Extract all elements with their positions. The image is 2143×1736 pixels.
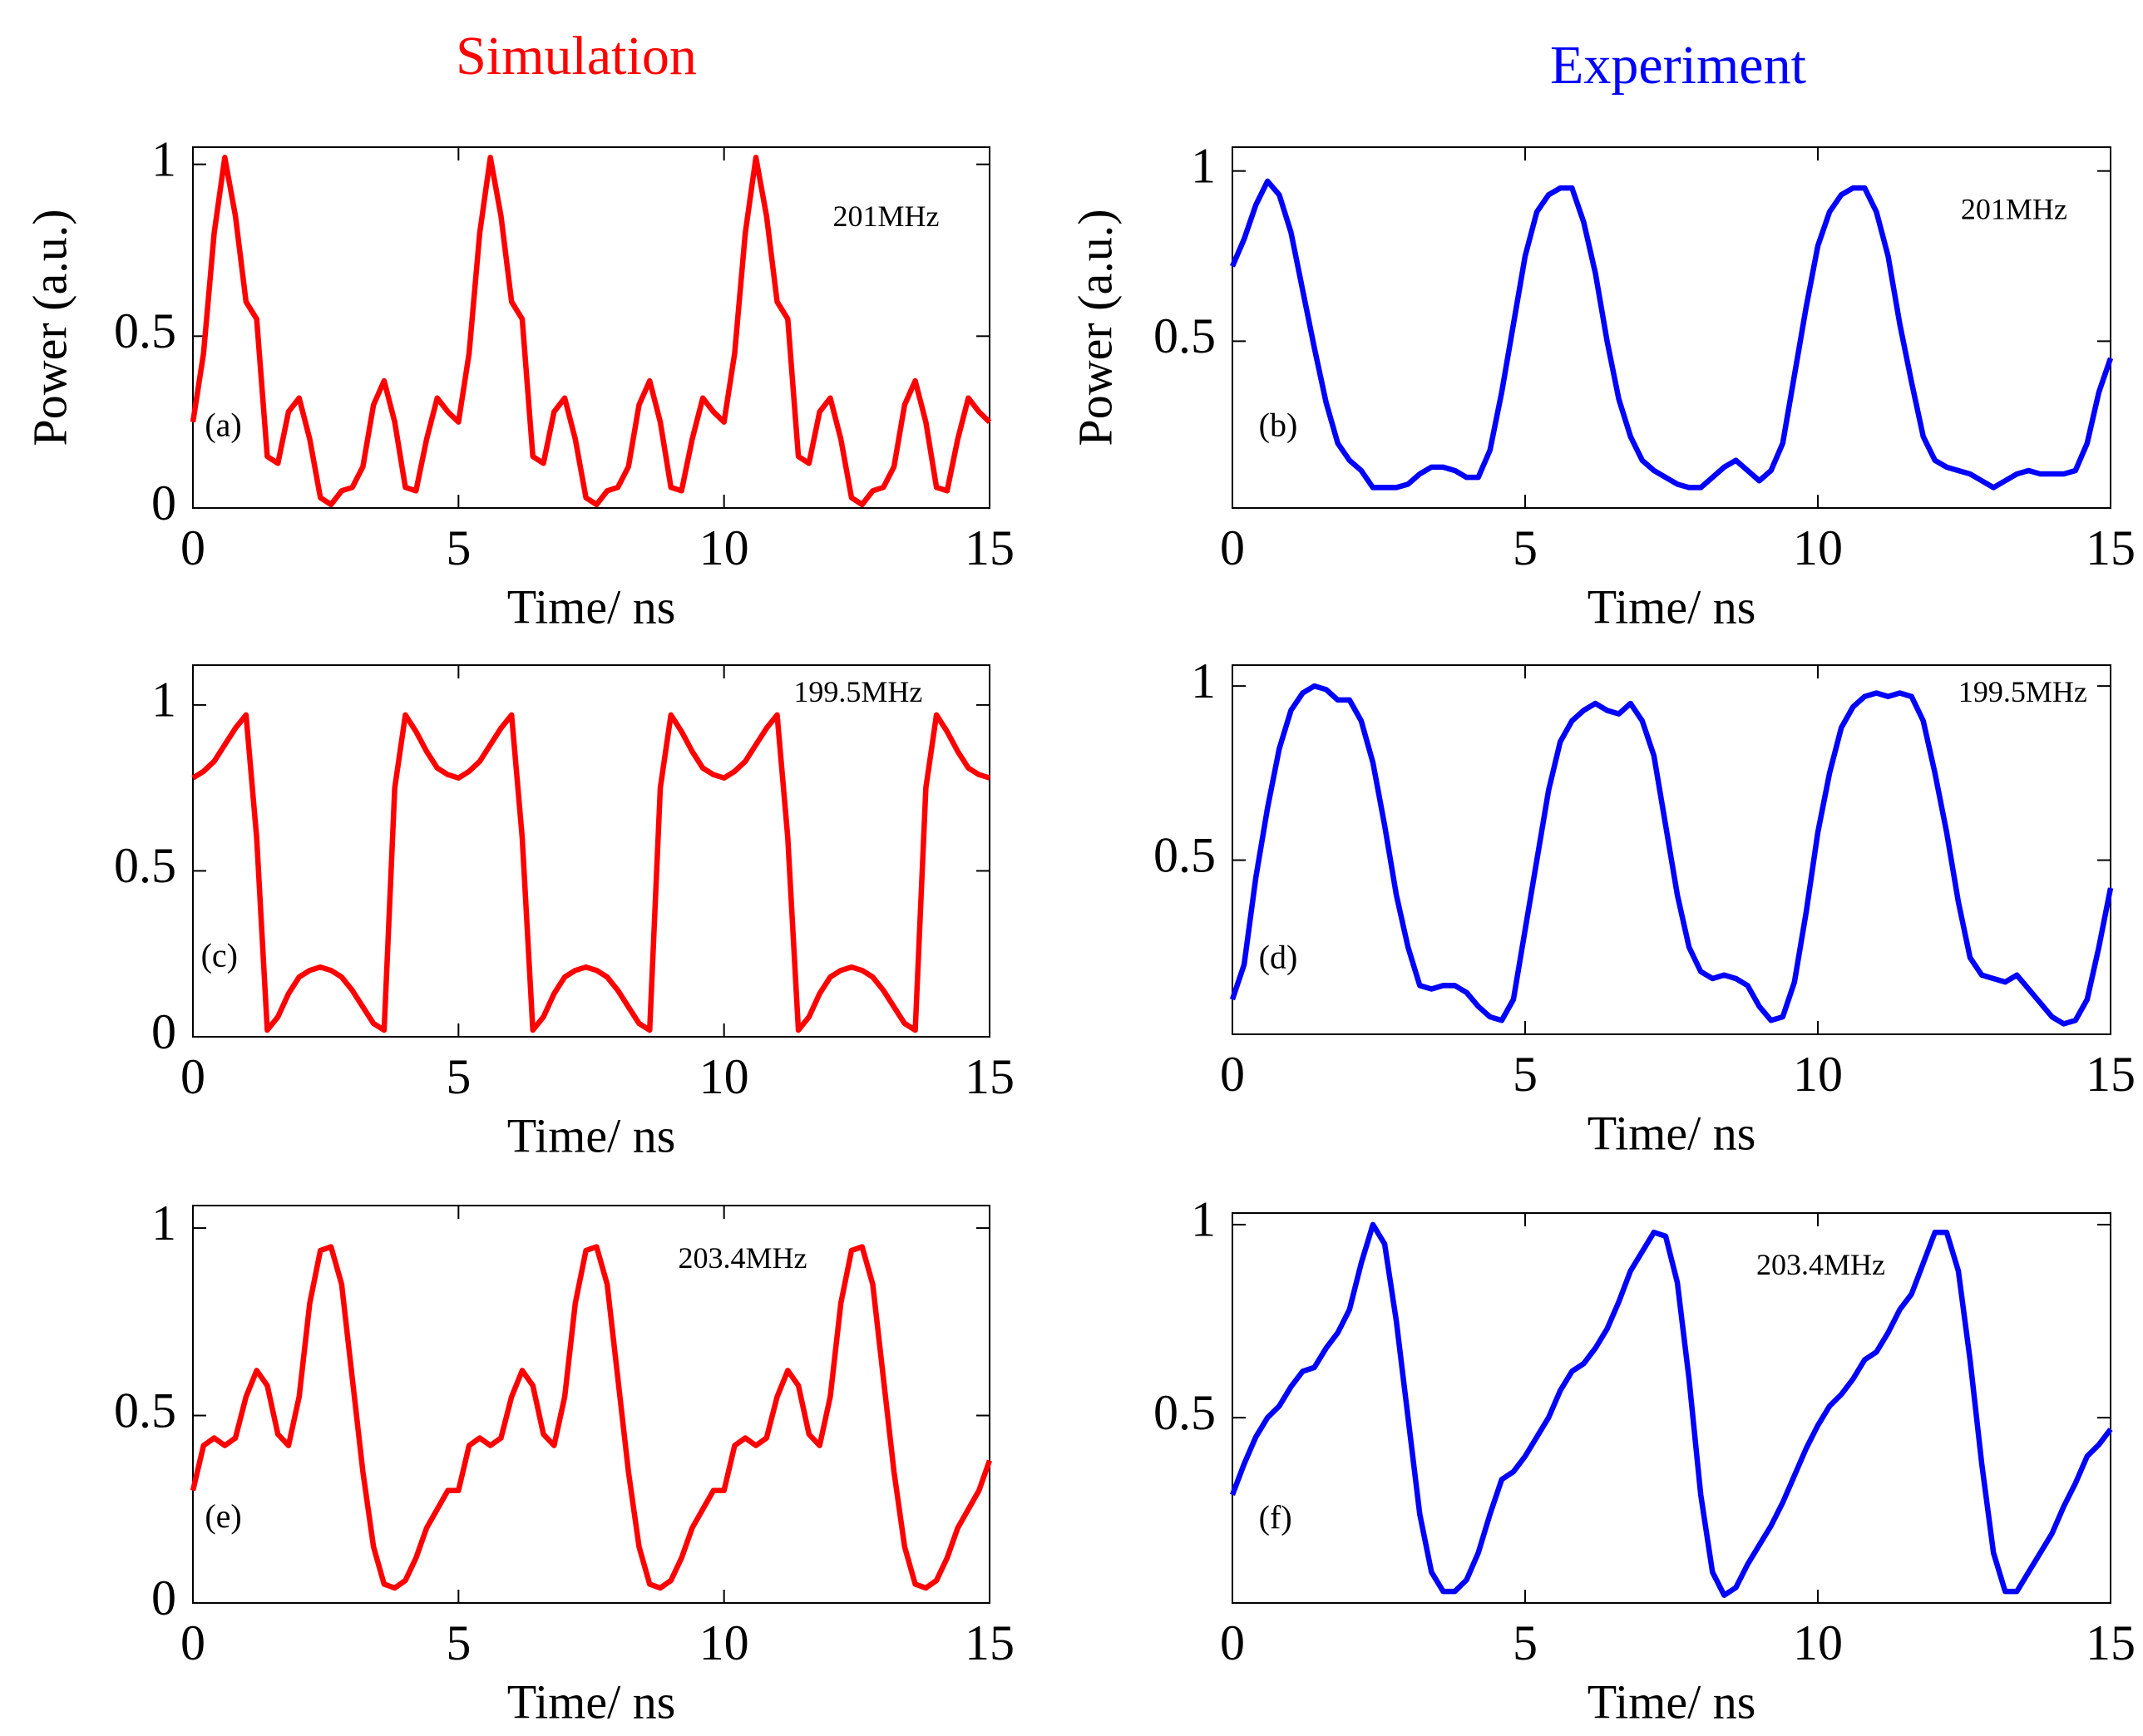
y-tick-label: 1 <box>1191 653 1216 708</box>
x-tick-label: 0 <box>1220 520 1245 575</box>
y-tick-label: 1 <box>151 1196 176 1250</box>
x-tick-label: 5 <box>1513 520 1538 575</box>
x-tick-label: 5 <box>446 520 471 575</box>
frequency-label: 201MHz <box>1961 192 2067 225</box>
frequency-label: 203.4MHz <box>679 1241 807 1275</box>
x-tick-label: 15 <box>965 520 1015 575</box>
y-tick-label: 1 <box>1191 138 1216 193</box>
plot-frame <box>1232 146 2111 509</box>
x-tick-label: 10 <box>699 520 749 575</box>
x-tick-label: 10 <box>1793 520 1843 575</box>
y-tick-label: 0 <box>151 1004 176 1059</box>
frequency-label: 199.5MHz <box>793 675 922 708</box>
x-tick-label: 5 <box>1513 1615 1538 1670</box>
frequency-label: 201MHz <box>832 200 939 233</box>
y-tick-label: 0.5 <box>114 303 176 358</box>
column-title: Experiment <box>1550 35 1806 96</box>
plot-frame <box>192 1205 990 1604</box>
y-axis-label: Power (a.u.) <box>22 209 77 446</box>
frequency-label: 199.5MHz <box>1958 675 2087 708</box>
y-tick-label: 0 <box>151 476 176 530</box>
x-axis-label: Time/ ns <box>507 1674 676 1729</box>
y-tick-label: 1 <box>1191 1192 1216 1247</box>
y-tick-label: 0.5 <box>1153 827 1216 882</box>
x-tick-label: 15 <box>965 1049 1015 1104</box>
x-tick-label: 0 <box>1220 1615 1245 1670</box>
y-tick-label: 0.5 <box>1153 308 1216 363</box>
x-axis-label: Time/ ns <box>1587 579 1756 634</box>
x-tick-label: 0 <box>180 1049 205 1104</box>
x-axis-label: Time/ ns <box>1587 1106 1756 1160</box>
panel-label: (d) <box>1259 938 1298 975</box>
x-axis-label: Time/ ns <box>507 1108 676 1162</box>
plot-frame <box>192 664 990 1038</box>
y-tick-label: 0.5 <box>114 838 176 893</box>
y-tick-label: 1 <box>151 673 176 727</box>
data-line <box>190 155 992 508</box>
y-tick-label: 0 <box>151 1571 176 1625</box>
data-line <box>1229 1221 2113 1598</box>
y-axis-label: Power (a.u.) <box>1068 209 1122 446</box>
x-tick-label: 5 <box>446 1615 471 1670</box>
plot-frame <box>192 146 990 509</box>
x-axis-label: Time/ ns <box>507 579 676 634</box>
x-tick-label: 0 <box>180 1615 205 1670</box>
subplot: 0 5 10 15 0 0.5 1 (a) 201MHz Time/ ns Power (a.u.)… <box>22 26 1015 634</box>
y-tick-label: 0.5 <box>114 1383 176 1438</box>
column-title: Simulation <box>456 26 697 86</box>
y-tick-label: 0.5 <box>1153 1385 1216 1440</box>
x-tick-label: 15 <box>2086 520 2136 575</box>
x-tick-label: 15 <box>2086 1615 2136 1670</box>
data-line <box>191 712 990 1033</box>
x-tick-label: 0 <box>180 520 205 575</box>
y-tick-label: 1 <box>151 131 176 186</box>
data-line <box>1230 178 2114 491</box>
x-tick-label: 15 <box>2086 1047 2136 1102</box>
panel-label: (f) <box>1259 1499 1292 1536</box>
subplot: 0 5 10 15 0.5 1 (b) 201MHz Time/ ns Power (a.u.) E… <box>1068 35 2136 634</box>
panel-label: (c) <box>201 936 238 974</box>
panel-label: (e) <box>205 1497 241 1535</box>
data-line <box>1229 683 2114 1027</box>
x-tick-label: 5 <box>446 1049 471 1104</box>
subplot: 0 5 10 15 0 0.5 1 (c) 199.5MHz Time/ ns <box>114 664 1015 1162</box>
x-axis-label: Time/ ns <box>1587 1674 1756 1729</box>
x-tick-label: 5 <box>1513 1047 1538 1102</box>
data-line <box>190 1244 993 1591</box>
subplot: 0 5 10 15 0.5 1 (d) 199.5MHz Time/ ns <box>1153 653 2136 1160</box>
plot-frame <box>1232 1212 2111 1604</box>
panel-label: (b) <box>1259 407 1298 444</box>
x-tick-label: 10 <box>699 1615 749 1670</box>
subplot: 0 5 10 15 0 0.5 1 (e) 203.4MHz Time/ ns <box>114 1196 1015 1729</box>
x-tick-label: 0 <box>1220 1047 1245 1102</box>
subplot: 0 5 10 15 0.5 1 (f) 203.4MHz Time/ ns <box>1153 1192 2136 1729</box>
panel-label: (a) <box>205 407 241 444</box>
x-tick-label: 15 <box>965 1615 1015 1670</box>
plot-frame <box>1232 664 2111 1035</box>
x-tick-label: 10 <box>1793 1047 1843 1102</box>
x-tick-label: 10 <box>699 1049 749 1104</box>
frequency-label: 203.4MHz <box>1756 1248 1885 1281</box>
x-tick-label: 10 <box>1793 1615 1843 1670</box>
